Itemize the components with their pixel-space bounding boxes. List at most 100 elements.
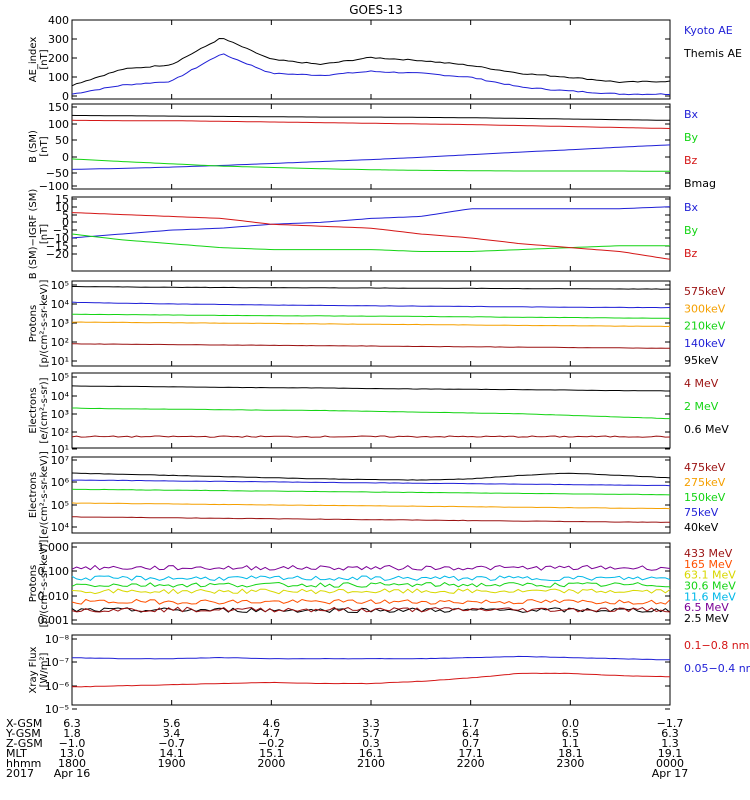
series-300kev: [71, 321, 671, 328]
legend-2-mev: 2 MeV: [684, 400, 719, 413]
y-tick-label: 5: [62, 209, 69, 222]
series-165-mev: [71, 598, 671, 605]
y-tick-label: 200: [48, 52, 69, 65]
y-axis-label: Protons: [28, 565, 39, 602]
ephemeris-value: 3.4: [163, 727, 181, 740]
series-40kev: [71, 472, 671, 481]
y-tick-label: 400: [48, 14, 69, 27]
series-0-05-0-4-nm: [71, 655, 671, 661]
panel-frame: [71, 196, 671, 272]
legend-210kev: 210keV: [684, 320, 726, 333]
legend-themis-ae: Themis AE: [683, 47, 742, 60]
y-tick-label: 0: [62, 216, 69, 229]
y-tick-label: 0.100: [38, 565, 70, 578]
y-axis-label: [nT]: [39, 49, 50, 69]
y-tick-label: 10⁶: [51, 476, 70, 489]
legend-30-6-mev: 30.6 MeV: [684, 580, 736, 593]
y-tick-label: 10⁻⁸: [45, 633, 70, 646]
y-tick-label: −20: [46, 248, 69, 261]
ephemeris-value: 6.3: [661, 727, 679, 740]
series-bx: [71, 144, 671, 170]
y-tick-label: 0.001: [38, 614, 70, 627]
panel-frame: [71, 634, 671, 706]
y-tick-label: 10¹: [51, 355, 69, 368]
legend-2-5-mev: 2.5 MeV: [684, 612, 729, 625]
series-themis-ae: [71, 37, 671, 87]
ephemeris-value: 13.0: [60, 747, 85, 760]
panel-8: 10⁻⁸ 10⁻⁷ 10⁻⁶ 10⁻⁵ Xray Flux [W/m²] 0.1−0.8 n…: [28, 633, 750, 716]
legend-40kev: 40keV: [684, 521, 719, 534]
y-tick-label: 10²: [51, 336, 69, 349]
series-bz: [71, 119, 671, 129]
y-tick-label: 0: [62, 151, 69, 164]
y-axis-label: B (SM)−IGRF (SM): [28, 189, 39, 280]
ephemeris-value: 18.1: [558, 747, 583, 760]
ephemeris-value: 0000: [656, 757, 684, 770]
ephemeris-value: 2200: [457, 757, 485, 770]
ephemeris-row-label: 2017: [6, 767, 34, 780]
y-tick-label: 10⁵: [51, 279, 69, 292]
y-axis-label: Protons: [28, 305, 39, 342]
legend-bmag: Bmag: [684, 177, 716, 190]
ephemeris-row-label: hhmm: [6, 757, 41, 770]
legend-95kev: 95keV: [684, 354, 719, 367]
series-by: [71, 158, 670, 172]
ephemeris-value: 3.3: [362, 717, 380, 730]
y-axis-label: Xray Flux: [28, 646, 39, 693]
ephemeris-value: 19.1: [658, 747, 683, 760]
series-433-mev: [71, 606, 671, 613]
y-axis-label: B (SM): [28, 130, 39, 163]
panel-frame: [71, 280, 671, 367]
y-axis-label: Electrons: [28, 472, 39, 518]
legend-bz: Bz: [684, 247, 698, 260]
y-tick-label: 10⁻⁶: [45, 680, 70, 693]
y-tick-label: 150: [48, 101, 69, 114]
legend-bx: Bx: [684, 201, 699, 214]
y-tick-label: 10⁴: [51, 298, 70, 311]
series-2-mev: [72, 407, 670, 420]
ephemeris-value: −1.0: [59, 737, 86, 750]
ephemeris-value: −0.2: [258, 737, 285, 750]
legend-bz: Bz: [684, 154, 698, 167]
ephemeris-row-label: X-GSM: [6, 717, 42, 730]
legend-63-1-mev: 63.1 MeV: [684, 569, 736, 582]
y-axis-label: AE_index: [28, 37, 39, 83]
series-bx: [71, 206, 671, 239]
ephemeris-value: Apr 17: [652, 767, 689, 780]
ephemeris-value: 17.1: [458, 747, 483, 760]
y-tick-label: 10⁴: [51, 390, 70, 403]
y-tick-label: 10³: [51, 317, 69, 330]
y-tick-label: 10: [55, 201, 69, 214]
legend-0-05-0-4-nm: 0.05−0.4 nm: [684, 662, 750, 675]
y-tick-label: 10⁵: [51, 371, 69, 384]
ephemeris-value: 2000: [257, 757, 285, 770]
series-4-mev: [71, 435, 671, 438]
legend-0-6-mev: 0.6 MeV: [684, 423, 729, 436]
series-0-1-0-8-nm: [72, 672, 671, 688]
series-30-6-mev: [71, 581, 670, 588]
ephemeris-value: −0.7: [158, 737, 185, 750]
series-bz: [71, 212, 671, 260]
ephemeris-value: 6.5: [562, 727, 580, 740]
panel-1: 400 300 200 100 0 AE_index [nT] Kyoto AE Themis …: [28, 14, 742, 103]
ephemeris-value: 5.7: [362, 727, 380, 740]
legend-by: By: [684, 224, 699, 237]
y-axis-label: [nT]: [39, 224, 50, 244]
y-tick-label: 15: [55, 193, 69, 206]
y-axis-label: [W/m²]: [39, 652, 50, 687]
y-axis-label: [nT]: [39, 136, 50, 156]
y-tick-label: 10⁷: [51, 454, 69, 467]
legend-kyoto-ae: Kyoto AE: [684, 24, 733, 37]
series-6-5-mev: [71, 564, 671, 571]
ephemeris-table: X-GSMY-GSMZ-GSMMLThhmm20176.31.8−1.013.0…: [5, 717, 688, 780]
legend-0-1-0-8-nm: 0.1−0.8 nm: [684, 639, 749, 652]
series-150kev: [71, 488, 671, 496]
y-tick-label: 100: [48, 71, 69, 84]
y-tick-label: 0: [62, 90, 69, 103]
series-11-6-mev: [71, 575, 671, 582]
series-bmag: [71, 114, 670, 121]
ephemeris-value: 0.7: [462, 737, 480, 750]
series-75kev: [71, 479, 671, 487]
panel-4: 10⁵ 10⁴ 10³ 10² 10¹ Protons [p/(cm²-s-sr-keV)]…: [28, 279, 726, 368]
